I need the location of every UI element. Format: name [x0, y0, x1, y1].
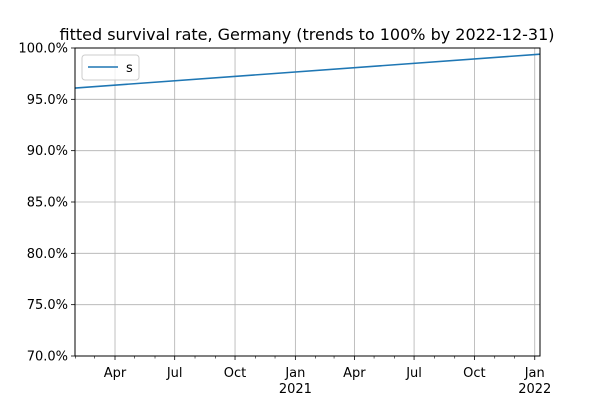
y-axis: 70.0% 75.0% 80.0% 85.0% 90.0% 95.0% 100.0% [18, 42, 75, 365]
legend-label: s [126, 61, 133, 76]
y-tick-label: 70.0% [27, 350, 68, 365]
y-tick-label: 80.0% [27, 247, 68, 262]
x-tick-label: Oct [224, 366, 246, 381]
y-tick-label: 100.0% [18, 42, 68, 57]
x-tick-label: Apr [343, 366, 366, 381]
x-tick-year-label: 2022 [518, 382, 551, 397]
x-tick-label: Jul [405, 366, 422, 381]
plot-series [74, 53, 541, 89]
x-tick-label: Jul [166, 366, 183, 381]
x-tick-label: Jan [284, 366, 305, 381]
chart-title: fitted survival rate, Germany (trends to… [60, 25, 555, 44]
y-tick-label: 75.0% [27, 298, 68, 313]
x-tick-label: Apr [104, 366, 127, 381]
x-tick-year-label: 2021 [279, 382, 312, 397]
y-tick-label: 90.0% [27, 144, 68, 159]
series-line-s [74, 53, 541, 89]
grid-lines [75, 47, 540, 357]
legend: s [81, 54, 140, 81]
x-tick-label: Oct [463, 366, 485, 381]
y-tick-label: 95.0% [27, 93, 68, 108]
x-tick-label: Jan [524, 366, 545, 381]
y-tick-label: 85.0% [27, 196, 68, 211]
